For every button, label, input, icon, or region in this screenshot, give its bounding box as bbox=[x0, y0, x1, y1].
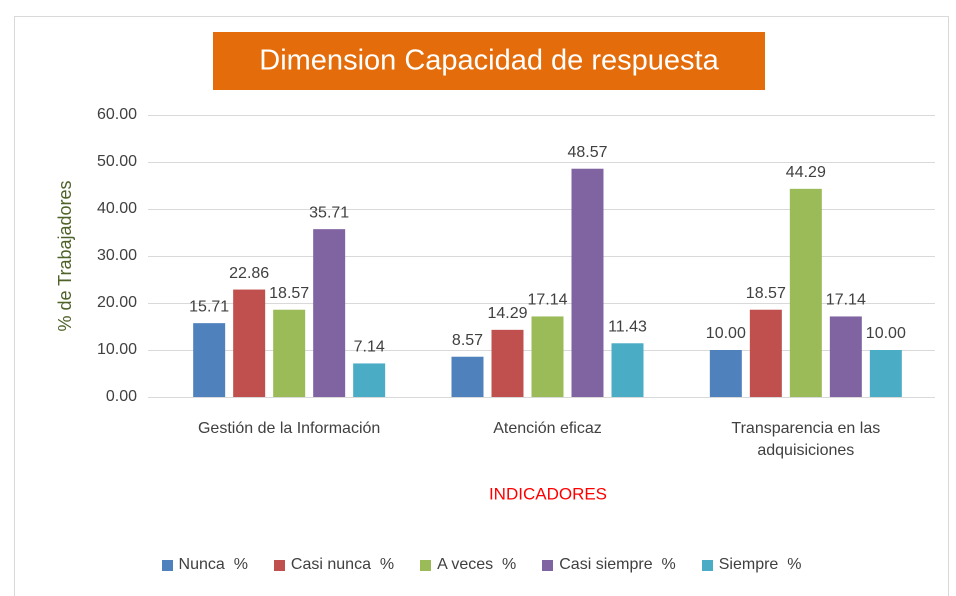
legend-label: Casi nunca % bbox=[290, 556, 395, 573]
legend-swatch bbox=[542, 559, 554, 571]
bar bbox=[829, 316, 862, 397]
data-label: 15.71 bbox=[189, 298, 229, 315]
data-label: 18.57 bbox=[269, 285, 309, 302]
bar bbox=[233, 289, 266, 397]
legend-item: Nunca % bbox=[161, 556, 248, 574]
data-label: 44.29 bbox=[786, 164, 826, 181]
legend-item: Casi siempre % bbox=[542, 556, 676, 574]
title-box bbox=[213, 32, 765, 90]
x-tick-label: Atención eficaz bbox=[493, 420, 602, 437]
x-tick-label: Transparencia en las adquisiciones bbox=[731, 420, 881, 459]
data-label: 10.00 bbox=[706, 325, 746, 342]
bar bbox=[571, 168, 604, 397]
data-label: 17.14 bbox=[527, 292, 567, 309]
bar bbox=[193, 323, 226, 397]
legend-item: Casi nunca % bbox=[273, 556, 395, 574]
bar bbox=[313, 229, 346, 397]
y-tick-label: 10.00 bbox=[97, 341, 137, 358]
data-label: 17.14 bbox=[826, 292, 866, 309]
bar bbox=[789, 188, 822, 397]
chart-border bbox=[14, 16, 949, 596]
bar bbox=[273, 309, 306, 397]
legend-swatch bbox=[273, 559, 285, 571]
data-label: 18.57 bbox=[746, 285, 786, 302]
data-label: 48.57 bbox=[567, 144, 607, 161]
legend-item: Siempre % bbox=[701, 556, 802, 574]
legend: Nunca % Casi nunca % A veces % Casi siempre… bbox=[14, 556, 949, 574]
bar bbox=[451, 356, 484, 397]
y-tick-label: 60.00 bbox=[97, 106, 137, 123]
legend-label: Casi siempre % bbox=[559, 556, 676, 573]
bar bbox=[869, 350, 902, 397]
legend-label: A veces % bbox=[437, 556, 517, 573]
bar bbox=[709, 350, 742, 397]
data-label: 7.14 bbox=[354, 339, 385, 356]
bar bbox=[531, 316, 564, 397]
y-tick-label: 40.00 bbox=[97, 200, 137, 217]
data-label: 35.71 bbox=[309, 204, 349, 221]
bar bbox=[611, 343, 644, 397]
y-tick-label: 50.00 bbox=[97, 153, 137, 170]
data-label: 8.57 bbox=[452, 332, 483, 349]
data-label: 10.00 bbox=[866, 325, 906, 342]
x-axis-title: INDICADORES bbox=[489, 484, 607, 503]
legend-swatch bbox=[420, 559, 432, 571]
y-tick-label: 20.00 bbox=[97, 294, 137, 311]
data-label: 22.86 bbox=[229, 265, 269, 282]
data-label: 11.43 bbox=[608, 318, 647, 335]
y-tick-label: 0.00 bbox=[106, 388, 137, 405]
y-axis-title: % de Trabajadores bbox=[55, 180, 75, 331]
legend-label: Siempre % bbox=[718, 556, 802, 573]
data-label: 14.29 bbox=[487, 305, 527, 322]
legend-swatch bbox=[161, 559, 173, 571]
x-tick-label: Gestión de la Información bbox=[197, 420, 381, 437]
legend-swatch bbox=[701, 559, 713, 571]
y-tick-label: 30.00 bbox=[97, 247, 137, 264]
chart-title: Dimension Capacidad de respuesta bbox=[259, 45, 719, 77]
legend-item: A veces % bbox=[420, 556, 516, 574]
bar bbox=[491, 329, 524, 397]
bar bbox=[353, 363, 386, 397]
legend-label: Nunca % bbox=[178, 556, 248, 573]
bar bbox=[749, 309, 782, 397]
